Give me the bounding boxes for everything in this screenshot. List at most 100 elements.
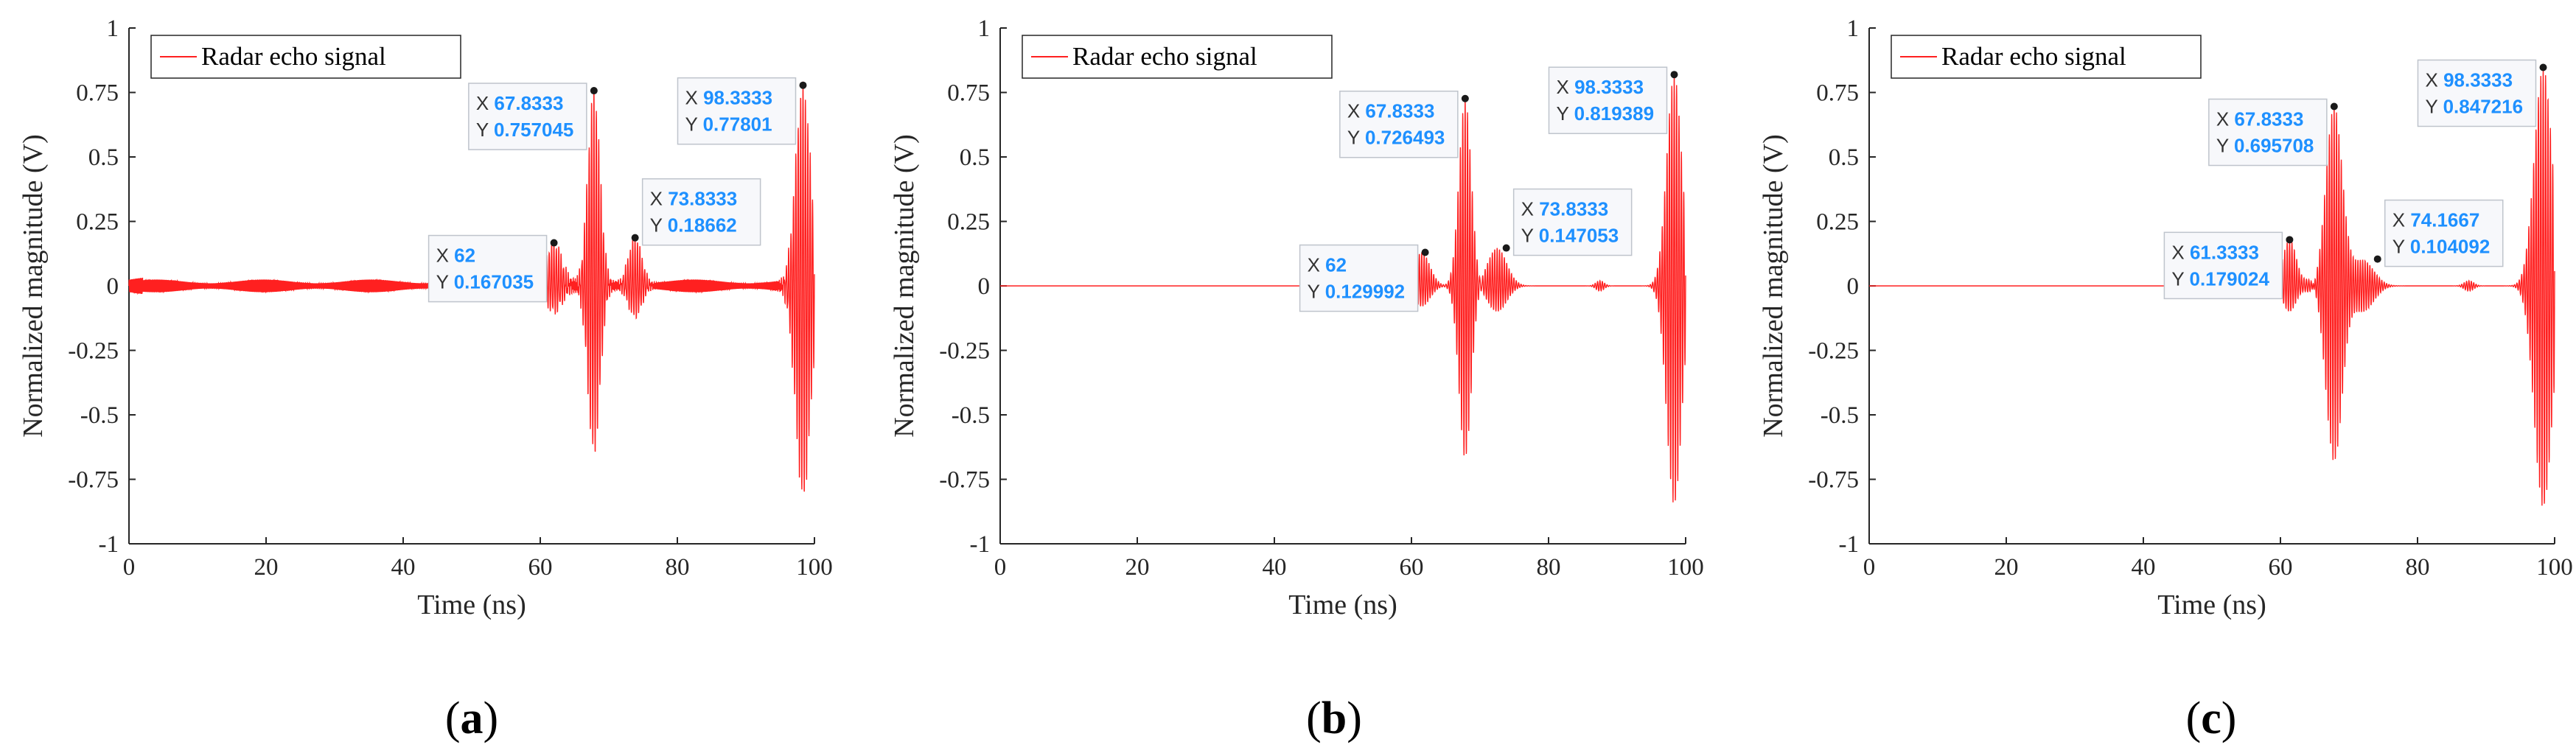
datatip-marker — [590, 87, 598, 95]
panel-label-close: ) — [484, 693, 499, 743]
panel-label: (a) — [445, 693, 498, 743]
legend: Radar echo signal — [150, 35, 461, 79]
datatip-x-value: 61.3333 — [2190, 241, 2259, 263]
datatip-x-prefix: X — [476, 92, 495, 114]
datatip-y-value: 0.77801 — [703, 113, 772, 136]
x-tick-label: 80 — [1537, 554, 1561, 581]
datatip[interactable]: X 62 Y 0.167035 — [427, 234, 558, 303]
datatip-x-prefix: X — [650, 188, 669, 210]
datatip-y-row: Y 0.129992 — [1308, 281, 1406, 303]
datatip[interactable]: X 62 Y 0.129992 — [1299, 244, 1429, 312]
x-tick-label: 0 — [123, 554, 136, 581]
y-tick-label: -1 — [970, 531, 991, 558]
legend-label: Radar echo signal — [1941, 42, 2126, 71]
datatip-y-value: 0.167035 — [454, 271, 534, 293]
datatip[interactable]: X 98.3333 Y 0.847216 — [2417, 59, 2547, 127]
datatip-x-row: X 61.3333 — [2171, 241, 2259, 263]
datatip-x-prefix: X — [1347, 100, 1366, 122]
datatip-box — [2208, 98, 2328, 167]
y-tick-label: -0.5 — [952, 402, 990, 429]
datatip-y-prefix: Y — [685, 113, 702, 136]
chart-panel: 10.750.50.250-0.25-0.5-0.75-10 20 40 60 80 10… — [18, 15, 833, 743]
datatip-x-row: X 62 — [436, 245, 476, 267]
datatip-marker — [550, 239, 558, 247]
x-tick-label: 0 — [994, 554, 1007, 581]
datatip-y-prefix: Y — [2392, 236, 2410, 258]
x-tick-label: 20 — [1994, 554, 2019, 581]
panel-label-letter: c — [2201, 693, 2221, 743]
datatip-y-row: Y 0.847216 — [2425, 95, 2523, 117]
datatip-y-value: 0.695708 — [2234, 135, 2314, 157]
x-tick-label: 100 — [796, 554, 833, 581]
y-tick-label: 0 — [107, 273, 119, 300]
chart-panel: 10.750.50.250-0.25-0.5-0.75-10 20 40 60 80 10… — [889, 15, 1704, 743]
chart-panel: 10.750.50.250-0.25-0.5-0.75-10 20 40 60 80 10… — [1758, 15, 2573, 743]
datatip-x-prefix: X — [2392, 209, 2411, 231]
y-tick-label: -1 — [99, 531, 119, 558]
datatip-y-value: 0.179024 — [2190, 267, 2270, 290]
y-tick-label: -0.75 — [939, 467, 990, 494]
datatip-x-row: X 62 — [1308, 254, 1347, 276]
datatip-x-value: 98.3333 — [703, 87, 772, 109]
y-tick-label: 0 — [978, 273, 991, 300]
datatip-marker — [1421, 248, 1429, 256]
datatip-x-row: X 98.3333 — [685, 87, 772, 109]
y-tick-label: 0.75 — [947, 80, 990, 107]
x-tick-label: 40 — [2132, 554, 2156, 581]
y-tick-label: 0.5 — [960, 144, 990, 171]
datatip-x-row: X 74.1667 — [2392, 209, 2480, 231]
datatip-marker — [2286, 236, 2294, 244]
datatip[interactable]: X 98.3333 Y 0.77801 — [677, 77, 807, 145]
datatip-x-value: 98.3333 — [1574, 76, 1644, 98]
x-tick-label: 0 — [1863, 554, 1876, 581]
datatip-x-row: X 98.3333 — [1556, 76, 1644, 98]
y-tick-label: 0.75 — [76, 80, 119, 107]
y-tick-label: 1 — [1847, 15, 1860, 42]
legend: Radar echo signal — [1891, 35, 2202, 79]
y-tick-label: 0.5 — [88, 144, 119, 171]
datatip-box — [468, 83, 587, 150]
datatip-y-row: Y 0.757045 — [476, 119, 574, 141]
datatip-y-prefix: Y — [436, 271, 454, 293]
panel-label: (b) — [1306, 693, 1362, 743]
datatip-x-prefix: X — [2171, 241, 2190, 263]
datatip-box — [1299, 244, 1419, 312]
legend-box — [1891, 35, 2202, 79]
panel-label: (c) — [2186, 693, 2237, 743]
datatip-y-value: 0.847216 — [2443, 95, 2523, 117]
datatip-y-prefix: Y — [1521, 225, 1539, 247]
datatip-x-row: X 98.3333 — [2425, 69, 2513, 91]
datatip-box — [677, 77, 797, 145]
datatip-box — [2163, 231, 2283, 300]
datatip-marker — [799, 81, 807, 89]
y-tick-label: 0.5 — [1829, 144, 1859, 171]
y-tick-label: 1 — [978, 15, 991, 42]
panel-label-letter: b — [1322, 693, 1347, 743]
y-tick-label: -0.25 — [1808, 338, 1859, 365]
datatip-x-value: 67.8333 — [2234, 108, 2303, 130]
datatip-box — [1339, 90, 1459, 158]
datatip-x-value: 73.8333 — [1539, 198, 1608, 220]
datatip-x-prefix: X — [2425, 69, 2443, 91]
panel-label-letter: a — [461, 693, 484, 743]
datatip[interactable]: X 74.1667 Y 0.104092 — [2373, 199, 2504, 267]
datatip-x-value: 73.8333 — [668, 188, 737, 210]
datatip-y-prefix: Y — [2171, 267, 2189, 290]
x-tick-label: 80 — [666, 554, 690, 581]
x-axis-label: Time (ns) — [2157, 589, 2266, 620]
y-tick-label: -0.5 — [80, 402, 119, 429]
datatip-y-row: Y 0.104092 — [2392, 236, 2491, 258]
y-axis-label: Normalized magnitude (V) — [889, 134, 920, 438]
datatip-x-row: X 67.8333 — [2216, 108, 2304, 130]
legend-label: Radar echo signal — [1072, 42, 1257, 71]
datatip-box — [427, 234, 548, 303]
datatip-x-prefix: X — [1556, 76, 1574, 98]
